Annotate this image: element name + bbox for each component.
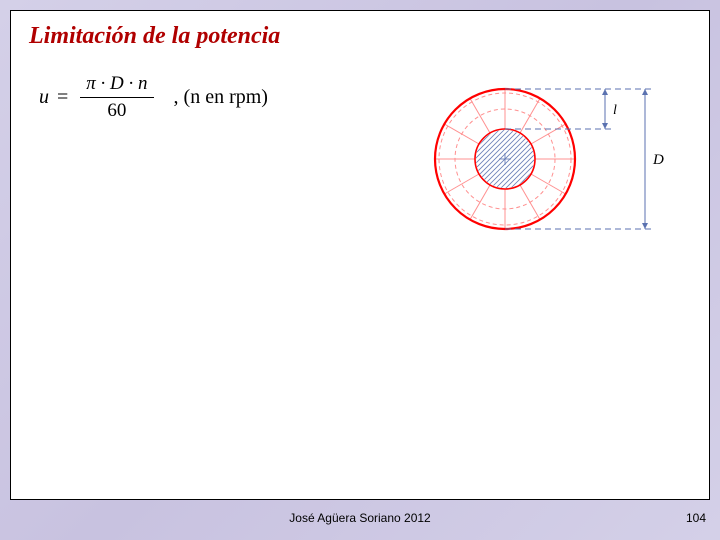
svg-text:l: l: [613, 103, 617, 118]
slide-frame: Limitación de la potencia u = π · D · n …: [10, 10, 710, 500]
svg-text:D: D: [652, 152, 664, 168]
slide-title: Limitación de la potencia: [11, 11, 709, 62]
eq-fraction: π · D · n 60: [80, 73, 153, 122]
eq-equals: =: [57, 86, 68, 109]
turbine-svg: lD: [395, 69, 685, 249]
eq-annotation: , (n en rpm): [174, 86, 268, 109]
eq-numerator: π · D · n: [80, 73, 153, 98]
eq-lhs: u: [39, 86, 49, 109]
turbine-diagram: lD: [395, 69, 685, 249]
footer: José Agüera Soriano 2012 104: [0, 506, 720, 530]
footer-author: José Agüera Soriano 2012: [289, 511, 430, 525]
footer-page: 104: [686, 511, 706, 525]
eq-denominator: 60: [101, 98, 132, 122]
equation: u = π · D · n 60 , (n en rpm): [39, 73, 268, 122]
